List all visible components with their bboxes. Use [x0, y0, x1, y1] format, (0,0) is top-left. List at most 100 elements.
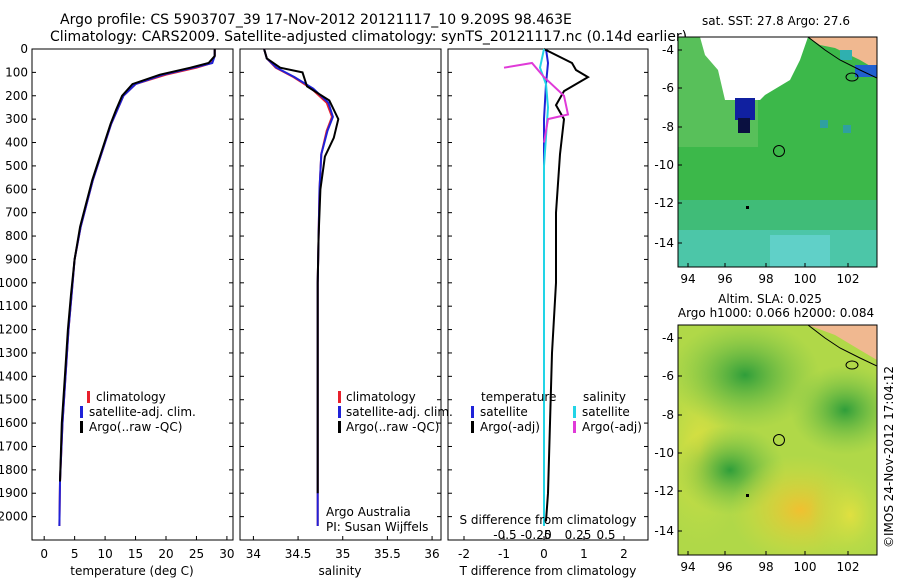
figure-title-line1: Argo profile: CS 5903707_39 17-Nov-2012 …: [60, 12, 572, 28]
map-x-tick-label: 98: [758, 272, 773, 286]
bottom-map-frame: [677, 324, 878, 556]
temperature-xlabel: temperature (deg C): [70, 564, 193, 578]
s-tick-label: -0.25: [520, 528, 551, 542]
legend-swatch-t-satellite: [471, 406, 474, 418]
bottom-map-ticks: 94 96 98 100 102 -4 -6 -8 -10 -12 -14: [654, 331, 859, 574]
series-line-climatology: [263, 48, 334, 526]
legend-s-argo: Argo(-adj): [582, 420, 642, 434]
s-tick-label: 0.5: [596, 528, 615, 542]
legend-climatology: climatology: [96, 390, 166, 404]
map-y-tick-label: -12: [654, 484, 674, 498]
map-x-tick-label: 96: [717, 272, 732, 286]
x-tick-label: 2: [620, 547, 628, 561]
x-tick-label: 0: [40, 547, 48, 561]
map-y-tick-label: -4: [662, 331, 674, 345]
series-line-satellite-adj-clim-: [58, 49, 216, 527]
x-tick-label: 30: [219, 547, 234, 561]
depth-tick-labels: 0 100 200 300 400 500 600 700 800 900 1000 1100 1200…: [0, 42, 648, 524]
top-map-frame: [677, 36, 878, 268]
x-tick-label: 15: [128, 547, 143, 561]
salinity-legend: climatology satellite-adj. clim. Argo(..…: [338, 390, 453, 434]
depth-tick-label: 1900: [0, 486, 28, 500]
depth-tick-label: 1700: [0, 439, 28, 453]
temperature-axes: [31, 48, 234, 541]
s-difference-label: S difference from climatology: [460, 513, 637, 527]
sla-map: [678, 325, 877, 555]
depth-tick-label: 1300: [0, 346, 28, 360]
footer-timestamp: ©IMOS 24-Nov-2012 17:04:12: [882, 366, 896, 548]
legend-s-satellite: satellite: [582, 405, 630, 419]
depth-tick-label: 0: [20, 42, 28, 56]
series-line-climatology: [58, 49, 216, 527]
map-x-tick-label: 94: [680, 560, 695, 574]
map-y-tick-label: -8: [662, 120, 674, 134]
legend-argo: Argo(..raw -QC): [346, 420, 439, 434]
map-x-tick-label: 100: [794, 560, 817, 574]
x-tick-label: -2: [458, 547, 470, 561]
series-line-satellite-adj-clim-: [263, 48, 334, 526]
legend-swatch-climatology: [338, 391, 341, 403]
depth-tick-label: 800: [5, 229, 28, 243]
depth-tick-label: 400: [5, 136, 28, 150]
map-y-tick-label: -10: [654, 158, 674, 172]
map-y-tick-label: -14: [654, 236, 674, 250]
legend-temperature-head: temperature: [481, 390, 556, 404]
salinity-axes: [239, 48, 442, 541]
pi-label: PI: Susan Wijffels: [326, 520, 428, 534]
depth-tick-label: 1200: [0, 323, 28, 337]
map-x-tick-label: 102: [837, 560, 860, 574]
s-tick-label: 0: [544, 528, 552, 542]
series-line-argo-raw-qc-: [263, 48, 340, 494]
difference-axes: [447, 48, 649, 541]
map-x-tick-label: 96: [717, 560, 732, 574]
temperature-legend: climatology satellite-adj. clim. Argo(..…: [80, 390, 196, 434]
depth-tick-label: 300: [5, 112, 28, 126]
legend-t-satellite: satellite: [480, 405, 528, 419]
legend-swatch-argo: [80, 421, 83, 433]
top-map-title: sat. SST: 27.8 Argo: 27.6: [702, 14, 850, 28]
x-tick-label: 5: [71, 547, 79, 561]
x-tick-labels: 0 5 10 15 20 25 30 34 34.5 35 35.5 36 -2 -1 0 1 2 -0.5 -0.…: [40, 528, 627, 561]
legend-swatch-t-argo: [471, 421, 474, 433]
legend-t-argo: Argo(-adj): [480, 420, 540, 434]
map-y-tick-label: -10: [654, 446, 674, 460]
depth-tick-label: 700: [5, 206, 28, 220]
depth-tick-label: 1000: [0, 276, 28, 290]
depth-tick-label: 900: [5, 252, 28, 266]
figure-title-line2: Climatology: CARS2009. Satellite-adjuste…: [50, 29, 688, 45]
s-tick-label: 0.25: [565, 528, 592, 542]
x-tick-label: 25: [189, 547, 204, 561]
series-line-salinity-satellite: [538, 48, 550, 526]
depth-tick-label: 2000: [0, 510, 28, 524]
depth-tick-label: 600: [5, 182, 28, 196]
difference-xlabel: T difference from climatology: [459, 564, 637, 578]
map-y-tick-label: -8: [662, 408, 674, 422]
legend-swatch-s-satellite: [573, 406, 576, 418]
map-y-tick-label: -12: [654, 196, 674, 210]
legend-swatch-s-argo: [573, 421, 576, 433]
legend-salinity-head: salinity: [583, 390, 626, 404]
series-line-salinity-argo-adj-: [503, 61, 570, 143]
x-tick-label: 34.5: [285, 547, 312, 561]
legend-argo: Argo(..raw -QC): [89, 420, 182, 434]
series-line-argo-raw-qc-: [59, 49, 216, 482]
salinity-xlabel: salinity: [318, 564, 361, 578]
x-tick-label: -1: [498, 547, 510, 561]
map-x-tick-label: 98: [758, 560, 773, 574]
depth-tick-label: 1100: [0, 299, 28, 313]
top-map-ticks: 94 96 98 100 102 -4 -6 -8 -10 -12 -14: [654, 43, 859, 286]
map-y-tick-label: -14: [654, 524, 674, 538]
depth-tick-label: 1600: [0, 416, 28, 430]
map-y-tick-label: -6: [662, 369, 674, 383]
x-tick-label: 20: [158, 547, 173, 561]
x-tick-label: 10: [97, 547, 112, 561]
legend-climatology: climatology: [346, 390, 416, 404]
legend-swatch-climatology: [87, 391, 90, 403]
x-tick-label: 34: [246, 547, 261, 561]
depth-tick-label: 100: [5, 65, 28, 79]
depth-tick-label: 1800: [0, 463, 28, 477]
map-x-tick-label: 94: [680, 272, 695, 286]
map-y-tick-label: -6: [662, 81, 674, 95]
x-tick-label: 35.5: [374, 547, 401, 561]
